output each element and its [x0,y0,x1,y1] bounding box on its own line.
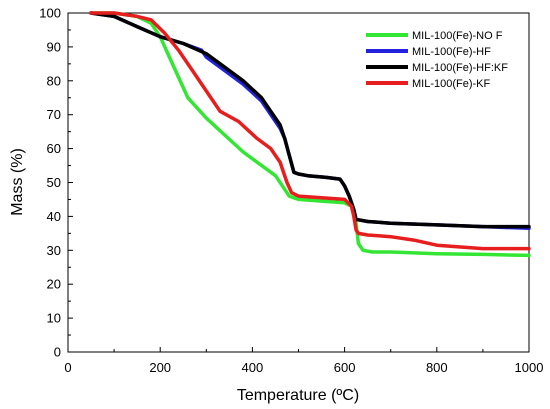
legend: MIL-100(Fe)-NO F MIL-100(Fe)-HF MIL-100(… [366,30,508,90]
legend-label-series-3: MIL-100(Fe)-HF:KF [412,62,508,74]
y-tick-label: 50 [47,175,61,190]
series-line-3 [89,11,531,229]
x-tick-label: 600 [334,360,356,375]
y-tick-label: 20 [47,277,61,292]
y-tick-label: 70 [47,107,61,122]
legend-label-series-2: MIL-100(Fe)-HF [412,46,491,58]
axis-ticks: 0 200 400 600 800 1000 0 10 20 30 40 50 60 70 80 90 100 [39,6,543,376]
x-tick-label: 1000 [515,360,544,375]
x-tick-label: 200 [149,360,171,375]
y-tick-label: 0 [54,345,61,360]
y-tick-label: 60 [47,141,61,156]
y-tick-label: 90 [47,39,61,54]
y-tick-label: 80 [47,73,61,88]
y-tick-label: 30 [47,243,61,258]
x-axis-title: Temperature (ºC) [237,387,359,404]
legend-label-series-4: MIL-100(Fe)-KF [412,78,491,90]
series-line-4 [89,11,531,251]
x-tick-label: 0 [64,360,71,375]
series-lines [89,11,531,258]
y-tick-label: 100 [39,6,61,21]
legend-label-series-1: MIL-100(Fe)-NO F [412,30,503,42]
y-axis-title: Mass (%) [9,148,26,216]
x-tick-label: 400 [242,360,264,375]
y-tick-label: 40 [47,209,61,224]
y-tick-label: 10 [47,311,61,326]
x-tick-label: 800 [426,360,448,375]
series-line-1 [89,11,531,258]
